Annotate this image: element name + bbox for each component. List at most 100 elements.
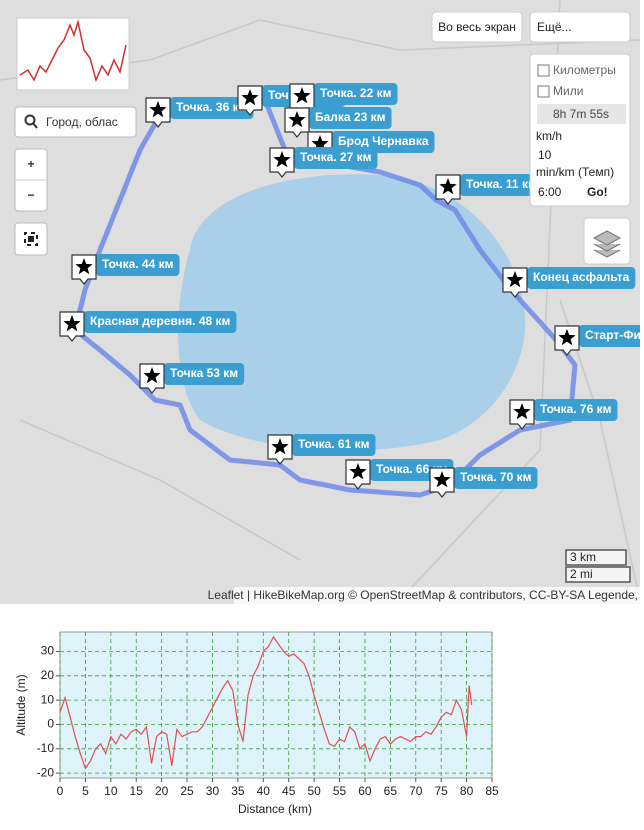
- marker-star: [433, 471, 451, 488]
- marker-label: Красная деревня. 48 км: [90, 314, 231, 328]
- marker-label: Балка 23 км: [315, 110, 386, 124]
- marker-star: [273, 151, 291, 168]
- fullscreen-button[interactable]: [431, 11, 523, 43]
- marker[interactable]: Точка. 27 км: [269, 147, 378, 178]
- km-checkbox[interactable]: [537, 64, 550, 77]
- marker-label-bg: [309, 107, 392, 129]
- marker-label-bg: [292, 434, 376, 456]
- speed-value: 10: [538, 148, 552, 162]
- marker-label-bg: [164, 363, 245, 385]
- marker[interactable]: Красная деревня. 48 км: [59, 311, 237, 342]
- x-tick-label: 50: [307, 784, 321, 798]
- route: [72, 97, 578, 498]
- scale-mi-label: 2 mi: [570, 567, 593, 581]
- x-tick-label: 15: [130, 784, 144, 798]
- marker-star: [439, 178, 457, 195]
- marker-star: [288, 111, 306, 128]
- pace-input[interactable]: [536, 184, 584, 200]
- marker-star: [75, 258, 93, 275]
- y-tick-label: 20: [41, 668, 55, 682]
- marker-star: [149, 101, 167, 118]
- fullscreen-label: Во весь экран: [438, 20, 516, 34]
- y-tick-label: 10: [41, 692, 55, 706]
- marker-label-bg: [294, 147, 378, 169]
- x-axis-label: Distance (km): [238, 802, 312, 816]
- marker-label: Точка. 36 км: [176, 100, 248, 114]
- marker-label: Точка. 76 км: [540, 402, 612, 416]
- x-tick-label: 10: [104, 784, 118, 798]
- marker[interactable]: Конец асфальта: [502, 267, 636, 298]
- marker-star: [513, 403, 531, 420]
- marker-label-bg: [170, 97, 254, 119]
- marker-label: Старт-Финиш: [585, 328, 644, 342]
- lake: [178, 174, 526, 451]
- x-tick-label: 0: [57, 784, 64, 798]
- elevation-chart: Distance (km) Altitude (m) -20 -10 0 10 20 30…: [14, 631, 499, 816]
- more-button[interactable]: [529, 11, 631, 43]
- layers-icon: [592, 230, 622, 258]
- marker-star: [349, 463, 367, 480]
- x-tick-label: 20: [155, 784, 169, 798]
- marker-star: [63, 315, 81, 332]
- x-tick-label: 85: [485, 784, 499, 798]
- x-tick-label: 25: [180, 784, 194, 798]
- marker-label-bg: [454, 467, 538, 489]
- speed-input[interactable]: [536, 147, 584, 163]
- marker[interactable]: Точка. 22 км: [289, 83, 398, 114]
- x-tick-label: 5: [82, 784, 89, 798]
- marker-star: [311, 135, 329, 152]
- marker-label-bg: [96, 254, 180, 276]
- mi-label: Мили: [553, 84, 583, 98]
- marker-label-bg: [527, 267, 636, 289]
- marker-star: [558, 329, 576, 346]
- marker-star: [506, 271, 524, 288]
- pace-label: min/km (Темп): [536, 165, 614, 179]
- marker[interactable]: Точка. 76 км: [509, 399, 618, 430]
- marker-label-bg: [460, 174, 543, 196]
- attribution-bg: [234, 587, 640, 604]
- marker[interactable]: Старт-Финиш: [554, 325, 644, 356]
- marker-label: Точка. 27 км: [300, 150, 372, 164]
- marker[interactable]: Балка 23 км: [284, 107, 392, 138]
- x-tick-label: 80: [460, 784, 474, 798]
- marker-label-bg: [534, 399, 618, 421]
- mi-checkbox[interactable]: [537, 85, 550, 98]
- zoom-in[interactable]: +: [27, 157, 34, 171]
- go-button[interactable]: Go!: [587, 185, 608, 199]
- y-tick-label: 0: [47, 717, 54, 731]
- marker-label: Брод Чернавка: [338, 134, 429, 148]
- plot-area: [59, 631, 493, 779]
- x-tick-label: 65: [384, 784, 398, 798]
- scale-km: [565, 549, 627, 566]
- x-tick-label: 55: [333, 784, 347, 798]
- more-label: Ещё...: [537, 20, 572, 34]
- y-tick-label: -20: [37, 765, 55, 779]
- x-tick-label: 60: [358, 784, 372, 798]
- marker[interactable]: Точка. 70 км: [429, 467, 538, 498]
- marker[interactable]: Точка 53 км: [139, 363, 245, 394]
- search-box[interactable]: [14, 106, 137, 138]
- marker[interactable]: Точка. 44 км: [71, 254, 180, 285]
- marker-label: Точка. 44 км: [102, 257, 174, 271]
- search-placeholder: Город, облас: [46, 115, 118, 129]
- marker[interactable]: Точка. 36 км: [145, 97, 254, 128]
- x-tick-label: 35: [231, 784, 245, 798]
- marker[interactable]: Точка. 61 км: [267, 434, 376, 465]
- y-tick-label: 30: [41, 644, 55, 658]
- km-label: Километры: [553, 63, 616, 77]
- x-tick-label: 75: [434, 784, 448, 798]
- locate-icon: [28, 236, 34, 242]
- marker-label: Точка. 61 км: [298, 437, 370, 451]
- attribution[interactable]: Leaflet | HikeBikeMap.org © OpenStreetMa…: [208, 588, 638, 602]
- altitude-line: [59, 635, 473, 770]
- marker-label: Конец асфальта: [533, 270, 630, 284]
- search-icon: [32, 122, 38, 129]
- marker-star: [143, 367, 161, 384]
- marker-label: Точка 53 км: [170, 366, 238, 380]
- y-tick-label: -10: [37, 741, 55, 755]
- roads: [0, 0, 640, 601]
- zoom-out[interactable]: −: [27, 188, 34, 202]
- marker[interactable]: Точка. 11 км: [435, 174, 543, 205]
